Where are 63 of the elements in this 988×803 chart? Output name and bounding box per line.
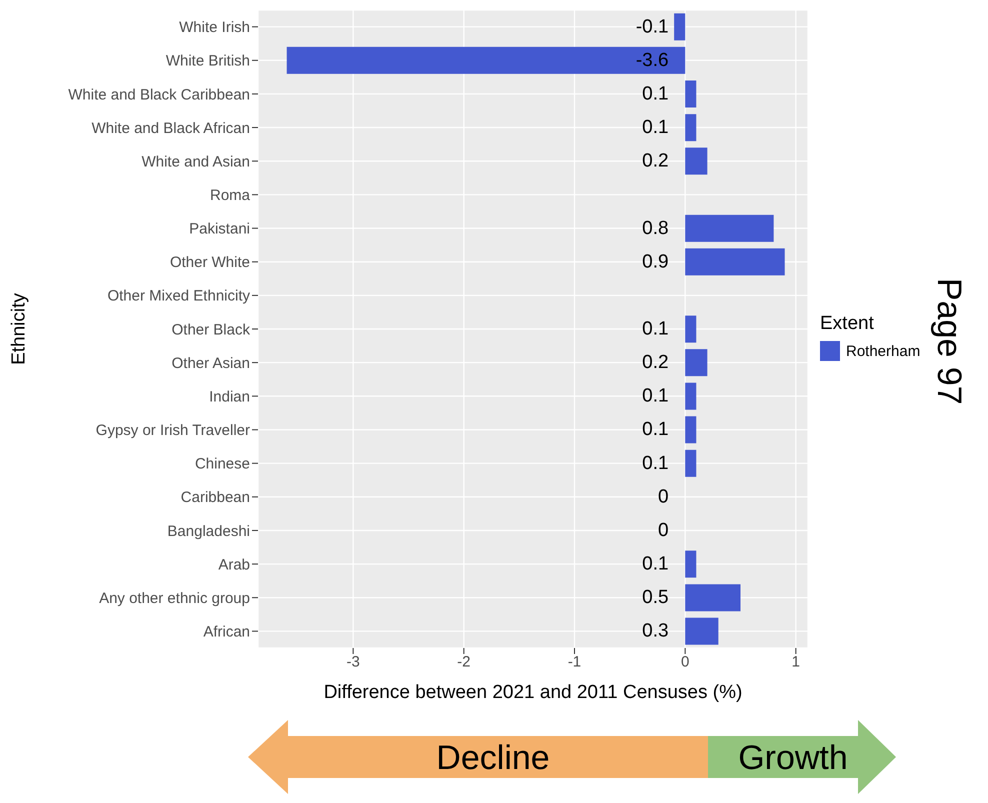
data-label: 0 [658, 520, 669, 541]
y-tick-label: Other Asian [172, 354, 250, 372]
bar [685, 416, 696, 444]
bar [685, 316, 696, 343]
data-label: 0.2 [642, 352, 669, 374]
bar [685, 450, 696, 477]
y-tick-label: Indian [209, 388, 250, 406]
bar [685, 114, 696, 142]
bar [685, 382, 696, 410]
y-tick-label: African [203, 624, 250, 641]
y-tick-label: Other Black [172, 321, 250, 338]
text: Growth [738, 739, 848, 777]
y-tick-label: White and Black Caribbean [68, 86, 250, 104]
bar [685, 248, 785, 276]
bar [674, 13, 686, 40]
bar [685, 618, 718, 645]
data-label: 0.1 [642, 318, 669, 340]
data-label: 0.1 [642, 83, 669, 104]
y-tick-label: Bangladeshi [167, 522, 250, 540]
bar [685, 80, 696, 108]
y-tick-label: White and Asian [142, 153, 250, 170]
data-label: 0.5 [642, 587, 669, 608]
data-label: -0.1 [636, 16, 669, 38]
x-tick-label: -2 [457, 654, 471, 671]
data-label: 0.1 [642, 452, 669, 474]
y-tick-label: Roma [210, 187, 251, 204]
y-tick-label: White and Black African [92, 120, 250, 137]
data-label: 0.8 [642, 218, 669, 239]
y-axis-title: Ethnicity [8, 292, 30, 365]
data-label: 0.3 [642, 620, 669, 642]
bar [685, 584, 740, 612]
data-label: 0.1 [642, 419, 669, 440]
y-tick-label: White British [166, 52, 250, 70]
data-label: 0.1 [642, 117, 669, 138]
text: Page 97 [929, 278, 968, 405]
y-tick-label: Any other ethnic group [99, 590, 250, 607]
data-label: 0.1 [642, 386, 669, 407]
text: Decline [436, 739, 550, 777]
y-tick-label: Chinese [194, 456, 250, 473]
bar [685, 550, 696, 578]
legend-title: Extent [820, 313, 875, 335]
bar [685, 148, 708, 175]
x-axis-title: Difference between 2021 and 2011 Censuses (%) [324, 682, 742, 703]
data-label: 0.2 [642, 150, 669, 172]
data-label: 0.1 [642, 554, 669, 575]
y-tick-label: Gypsy or Irish Traveller [96, 422, 250, 440]
data-label: -3.6 [636, 50, 669, 71]
x-tick-label: 0 [680, 654, 690, 671]
y-tick-label: Caribbean [180, 489, 250, 506]
x-tick-label: -3 [346, 654, 360, 671]
y-tick-label: Pakistani [189, 220, 250, 238]
data-label: 0 [658, 486, 669, 508]
bar [286, 46, 686, 74]
legend-label: Rotherham [846, 342, 920, 360]
data-label: 0.9 [642, 251, 669, 272]
y-tick-label: Arab [218, 556, 250, 574]
x-tick-label: -1 [568, 654, 582, 671]
bar [685, 214, 774, 242]
y-tick-label: White Irish [179, 19, 250, 36]
bar [685, 349, 708, 376]
y-tick-label: Other Mixed Ethnicity [107, 288, 250, 305]
x-tick-label: 1 [792, 654, 800, 671]
y-tick-label: Other White [170, 254, 250, 272]
